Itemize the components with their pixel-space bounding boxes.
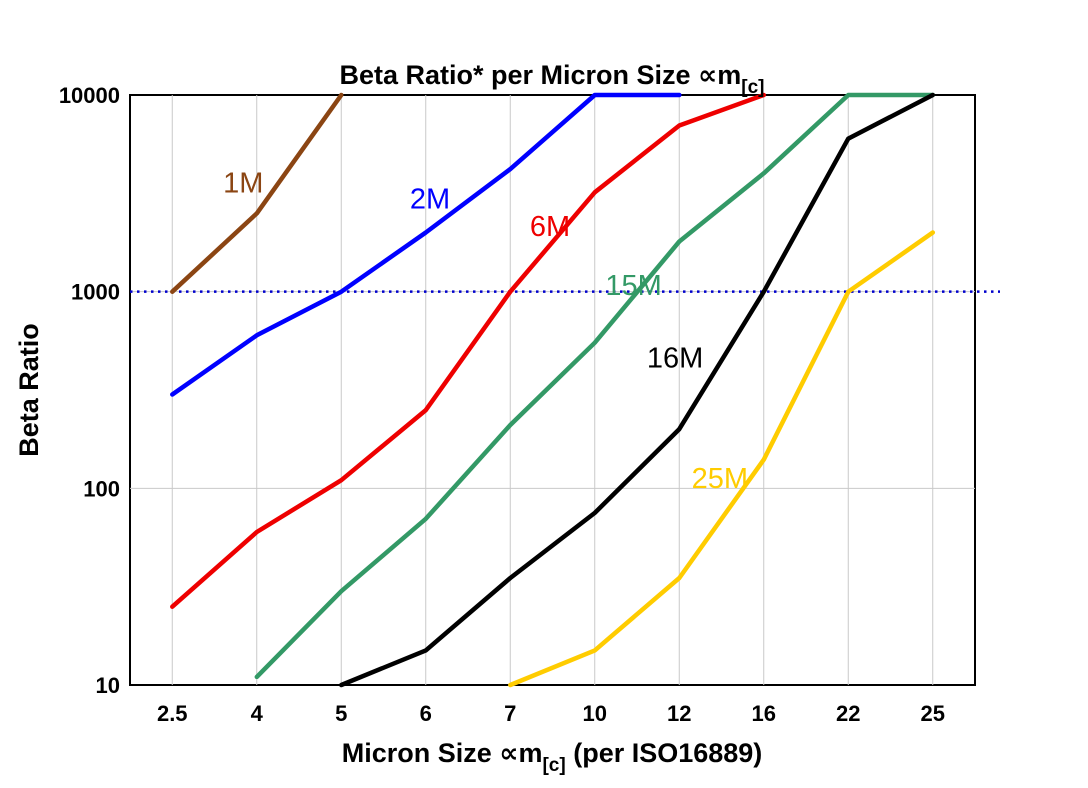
x-tick-label-5: 5: [335, 701, 347, 726]
x-tick-label-2.5: 2.5: [157, 701, 188, 726]
y-tick-label-1000: 1000: [71, 280, 120, 305]
series-label-15M: 15M: [605, 270, 661, 302]
series-label-16M: 16M: [647, 343, 703, 375]
series-label-25M: 25M: [692, 463, 748, 495]
x-axis-title: Micron Size ∝m[c] (per ISO16889): [342, 738, 763, 776]
series-line-15M: [254, 92, 936, 680]
y-tick-label-10: 10: [96, 673, 120, 698]
y-axis-title: Beta Ratio: [14, 323, 44, 457]
series-line-2M: [170, 92, 682, 397]
y-tick-label-100: 100: [83, 476, 120, 501]
series-line-25M: [508, 230, 936, 688]
series-line-1M: [170, 92, 344, 294]
x-tick-label-12: 12: [667, 701, 691, 726]
x-tick-label-16: 16: [752, 701, 776, 726]
x-tick-label-4: 4: [251, 701, 264, 726]
series-label-2M: 2M: [410, 183, 450, 215]
y-tick-label-10000: 10000: [59, 83, 120, 108]
series-label-1M: 1M: [223, 167, 263, 199]
x-tick-label-6: 6: [420, 701, 432, 726]
plot-border: [129, 94, 976, 686]
chart-title: Beta Ratio* per Micron Size ∝m[c]: [339, 60, 764, 98]
series-line-6M: [170, 92, 767, 609]
x-tick-label-25: 25: [921, 701, 945, 726]
x-tick-label-10: 10: [583, 701, 607, 726]
series-line-16M: [339, 92, 936, 688]
x-tick-label-7: 7: [504, 701, 516, 726]
x-tick-label-22: 22: [836, 701, 860, 726]
plot-area: 1M 2M 6M 15M 16M 25M 10 100 1000 10000 2.5 4 5 6 7 10 12…: [59, 83, 1000, 726]
series-label-6M: 6M: [530, 211, 570, 243]
